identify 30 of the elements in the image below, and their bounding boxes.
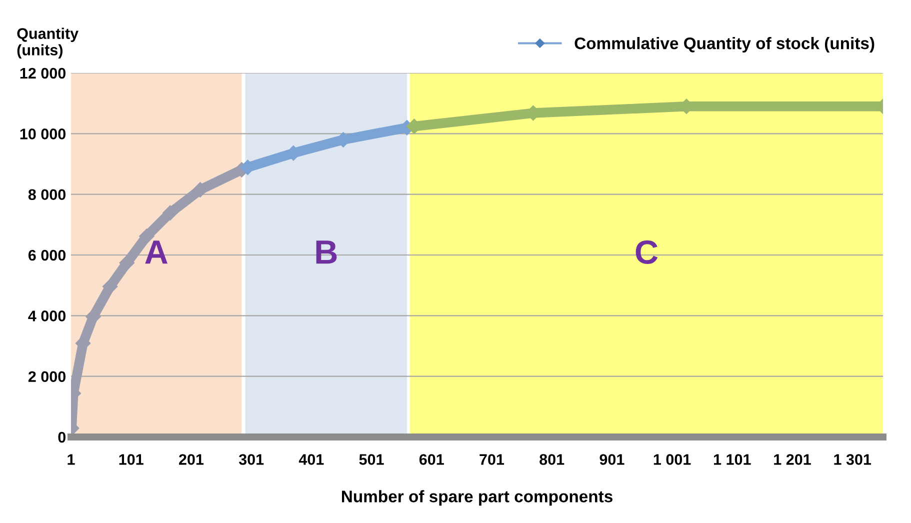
band-label: B (316, 240, 337, 264)
y-tick-label: 4 000 (28, 310, 66, 322)
y-tick-label: 12 000 (20, 68, 66, 79)
legend-label: Commulative Quantity of stock (units) (574, 37, 874, 53)
x-tick-label: 501 (359, 454, 384, 465)
x-tick-label: 1 301 (834, 454, 872, 465)
point (102, 278, 118, 294)
x-tick-label: 901 (600, 454, 624, 465)
x-tick-label: 801 (540, 454, 564, 465)
x-tick-label: 201 (178, 454, 204, 465)
band-label: A (145, 240, 168, 264)
x-tick-label: 1 201 (774, 454, 811, 465)
x-tick-label: 701 (480, 454, 504, 465)
x-tick-label: 401 (298, 454, 324, 465)
y-tick-label: 8 000 (28, 189, 66, 200)
y-axis-title: Quantity (units) (17, 28, 78, 58)
x-axis-title: Number of spare part components (342, 490, 612, 506)
x-tick-label: 101 (119, 454, 144, 465)
point (119, 255, 134, 270)
y-tick-label: 6 000 (28, 250, 66, 261)
y-tick-label: 10 000 (20, 128, 66, 140)
y-tick-label: 0 (58, 432, 66, 443)
band-label: C (636, 240, 658, 264)
x-tick-label: 1 101 (714, 454, 751, 465)
x-tick-label: 301 (238, 454, 264, 465)
x-tick-label: 1 001 (654, 454, 691, 465)
point (162, 205, 178, 220)
y-tick-label: 2 000 (28, 371, 66, 382)
x-tick-label: 601 (419, 454, 444, 465)
x-tick-label: 1 (68, 454, 75, 465)
